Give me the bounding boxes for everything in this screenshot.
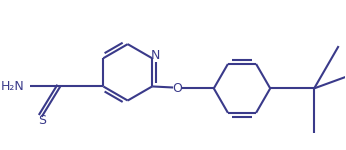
- Text: N: N: [151, 49, 160, 62]
- Text: O: O: [173, 82, 182, 95]
- Text: H₂N: H₂N: [0, 80, 24, 93]
- Text: S: S: [38, 114, 46, 127]
